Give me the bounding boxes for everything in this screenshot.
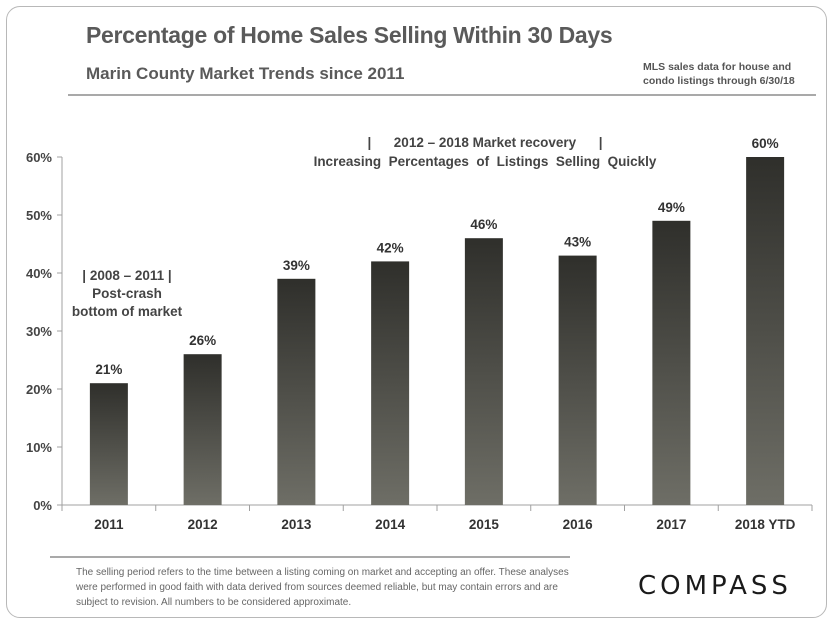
x-tick-label: 2013 — [281, 517, 312, 532]
x-tick-label: 2018 YTD — [735, 517, 796, 532]
x-tick-label: 2014 — [375, 517, 406, 532]
header-divider — [68, 94, 816, 96]
chart-axes: 0% 10% 20% 30% 40% 50% 60% — [26, 150, 813, 513]
bar — [652, 220, 691, 506]
bar — [89, 383, 128, 505]
y-tick-label: 50% — [26, 208, 52, 223]
y-tick-label: 10% — [26, 440, 52, 455]
source-note-line-2: condo listings through 6/30/18 — [643, 75, 795, 87]
data-label: 26% — [189, 333, 216, 348]
x-tick-label: 2011 — [94, 517, 124, 532]
compass-logo: COMPASS — [638, 571, 792, 601]
bar — [558, 255, 597, 505]
annotation-left-line-3: bottom of market — [72, 304, 183, 319]
annotation-left-line-2: Post-crash — [92, 286, 162, 301]
x-tick-label: 2012 — [188, 517, 218, 532]
data-label: 42% — [377, 240, 404, 255]
chart-labels: 21% 2011 26% 2012 39% 2013 42% 2014 46% 2015 43% 20… — [94, 136, 795, 532]
source-note-line-1: MLS sales data for house and — [643, 61, 792, 73]
bar — [183, 354, 222, 505]
bar — [371, 261, 410, 505]
chart-title: Percentage of Home Sales Selling Within … — [86, 22, 613, 48]
footer-divider — [50, 556, 570, 558]
data-label: 21% — [95, 362, 122, 377]
y-tick-label: 20% — [26, 382, 52, 397]
bar — [277, 278, 316, 505]
annotation-top-line-1: | 2012 – 2018 Market recovery | — [368, 135, 603, 150]
chart-subtitle: Marin County Market Trends since 2011 — [86, 64, 405, 83]
annotation-top-line-2: Increasing Percentages of Listings Selli… — [314, 154, 657, 169]
disclaimer-text: The selling period refers to the time be… — [76, 567, 569, 608]
x-tick-label: 2016 — [563, 517, 594, 532]
data-label: 60% — [752, 136, 779, 151]
annotation-left-line-1: | 2008 – 2011 | — [82, 268, 171, 283]
data-label: 39% — [283, 258, 310, 273]
bar — [464, 238, 503, 505]
source-note: MLS sales data for house and condo listi… — [643, 60, 813, 88]
y-tick-label: 30% — [26, 324, 52, 339]
x-tick-label: 2015 — [469, 517, 500, 532]
y-tick-label: 0% — [33, 498, 52, 513]
data-label: 43% — [564, 235, 591, 250]
data-label: 46% — [470, 217, 497, 232]
y-tick-label: 40% — [26, 266, 52, 281]
y-tick-label: 60% — [26, 150, 52, 165]
bar — [746, 157, 785, 505]
x-tick-label: 2017 — [656, 517, 686, 532]
data-label: 49% — [658, 200, 685, 215]
chart-bars — [89, 157, 785, 506]
